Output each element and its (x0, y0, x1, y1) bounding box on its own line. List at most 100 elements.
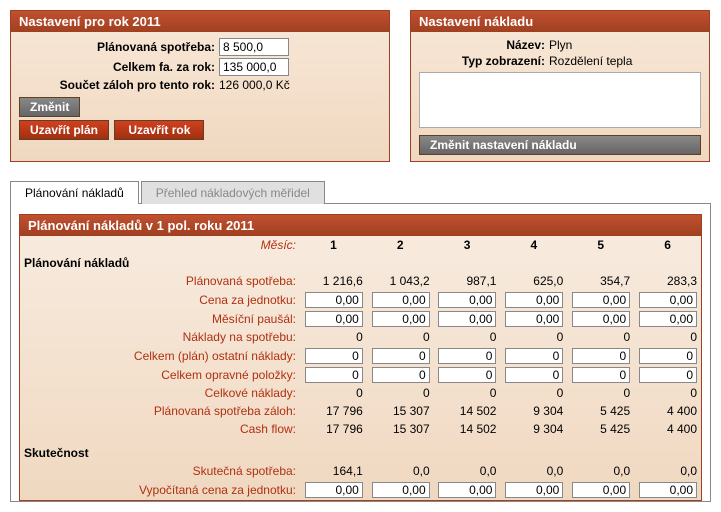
unit-price-label: Cena za jednotku: (20, 290, 300, 309)
cost-on-consumption-label: Náklady na spotřebu: (20, 328, 300, 346)
monthly-fee-input-6[interactable] (639, 311, 697, 327)
total-costs-value-5: 0 (567, 384, 634, 402)
monthly-fee-input-3[interactable] (438, 311, 496, 327)
monthly-fee-input-4[interactable] (505, 311, 563, 327)
planned-consumption-value-5: 354,7 (567, 272, 634, 290)
monthly-fee-input-5[interactable] (572, 311, 630, 327)
deposits-sum-value: 126 000,0 Kč (219, 78, 381, 92)
cost-name-label: Název: (419, 38, 549, 52)
display-type-value: Rozdělení tepla (549, 54, 701, 68)
unit-price-input-4[interactable] (505, 292, 563, 308)
cost-on-consumption-value-4: 0 (500, 328, 567, 346)
cash-flow-label: Cash flow: (20, 420, 300, 438)
planning-grid-panel: Plánování nákladů v 1 pol. roku 2011 Měs… (19, 214, 702, 501)
unit-price-input-1[interactable] (305, 292, 363, 308)
cost-on-consumption-value-1: 0 (300, 328, 367, 346)
total-costs-value-3: 0 (434, 384, 501, 402)
main-content: Plánování nákladů v 1 pol. roku 2011 Měs… (10, 204, 711, 502)
unit-price-input-3[interactable] (438, 292, 496, 308)
other-costs-input-3[interactable] (438, 348, 496, 364)
monthly-fee-input-2[interactable] (372, 311, 430, 327)
corrections-input-3[interactable] (438, 367, 496, 383)
corrections-input-2[interactable] (372, 367, 430, 383)
actual-consumption-value-6: 0,0 (634, 462, 701, 480)
total-costs-value-2: 0 (367, 384, 434, 402)
planning-grid-title: Plánování nákladů v 1 pol. roku 2011 (20, 215, 701, 236)
cash-flow-value-1: 17 796 (300, 420, 367, 438)
change-button[interactable]: Změnit (19, 97, 80, 117)
month-header-1: 1 (300, 236, 367, 254)
cost-settings-title: Nastavení nákladu (411, 11, 709, 32)
calc-unit-price-input-3[interactable] (438, 482, 496, 498)
cost-description-box[interactable] (419, 72, 701, 128)
month-label: Měsíc: (20, 236, 300, 254)
total-costs-value-4: 0 (500, 384, 567, 402)
unit-price-input-5[interactable] (572, 292, 630, 308)
month-header-4: 4 (500, 236, 567, 254)
calc-unit-price-label: Vypočítaná cena za jednotku: (20, 480, 300, 499)
planned-consumption-label: Plánovaná spotřeba: (20, 272, 300, 290)
planned-consumption-value-2: 1 043,2 (367, 272, 434, 290)
planned-consumption-input[interactable] (219, 38, 289, 56)
month-header-6: 6 (634, 236, 701, 254)
total-costs-value-6: 0 (634, 384, 701, 402)
calc-unit-price-input-6[interactable] (639, 482, 697, 498)
cost-on-consumption-value-5: 0 (567, 328, 634, 346)
planned-deposits-value-3: 14 502 (434, 402, 501, 420)
tab-meters[interactable]: Přehled nákladových měřidel (141, 181, 325, 204)
total-costs-value-1: 0 (300, 384, 367, 402)
corrections-input-4[interactable] (505, 367, 563, 383)
planned-consumption-label: Plánovaná spotřeba: (19, 40, 219, 54)
other-costs-input-1[interactable] (305, 348, 363, 364)
planned-deposits-value-4: 9 304 (500, 402, 567, 420)
cost-on-consumption-value-3: 0 (434, 328, 501, 346)
cash-flow-value-3: 14 502 (434, 420, 501, 438)
planned-consumption-value-6: 283,3 (634, 272, 701, 290)
monthly-fee-input-1[interactable] (305, 311, 363, 327)
planned-consumption-value-3: 987,1 (434, 272, 501, 290)
planned-consumption-value-4: 625,0 (500, 272, 567, 290)
corrections-input-5[interactable] (572, 367, 630, 383)
actual-consumption-value-1: 164,1 (300, 462, 367, 480)
change-cost-settings-button[interactable]: Změnit nastavení nákladu (419, 135, 701, 155)
corrections-input-6[interactable] (639, 367, 697, 383)
close-year-button[interactable]: Uzavřít rok (114, 120, 204, 140)
calc-unit-price-input-1[interactable] (305, 482, 363, 498)
actual-consumption-value-3: 0,0 (434, 462, 501, 480)
cost-name-value: Plyn (549, 38, 701, 52)
planned-consumption-value-1: 1 216,6 (300, 272, 367, 290)
calc-unit-price-input-2[interactable] (372, 482, 430, 498)
calc-unit-price-input-5[interactable] (572, 482, 630, 498)
cost-on-consumption-value-2: 0 (367, 328, 434, 346)
total-fa-input[interactable] (219, 58, 289, 76)
other-costs-input-2[interactable] (372, 348, 430, 364)
section-actual-header: Skutečnost (20, 444, 701, 462)
cash-flow-value-5: 5 425 (567, 420, 634, 438)
unit-price-input-2[interactable] (372, 292, 430, 308)
month-header-5: 5 (567, 236, 634, 254)
actual-consumption-label: Skutečná spotřeba: (20, 462, 300, 480)
other-costs-input-5[interactable] (572, 348, 630, 364)
cash-flow-value-2: 15 307 (367, 420, 434, 438)
unit-price-input-6[interactable] (639, 292, 697, 308)
cost-settings-panel: Nastavení nákladu Název: Plyn Typ zobraz… (410, 10, 710, 162)
close-plan-button[interactable]: Uzavřít plán (19, 120, 109, 140)
tab-planning[interactable]: Plánování nákladů (10, 181, 139, 204)
corrections-input-1[interactable] (305, 367, 363, 383)
planned-deposits-value-1: 17 796 (300, 402, 367, 420)
actual-consumption-value-5: 0,0 (567, 462, 634, 480)
month-header-3: 3 (434, 236, 501, 254)
planned-deposits-value-2: 15 307 (367, 402, 434, 420)
calc-unit-price-input-4[interactable] (505, 482, 563, 498)
monthly-fee-label: Měsíční paušál: (20, 309, 300, 328)
year-settings-panel: Nastavení pro rok 2011 Plánovaná spotřeb… (10, 10, 390, 162)
planned-deposits-label: Plánovaná spotřeba záloh: (20, 402, 300, 420)
other-costs-input-4[interactable] (505, 348, 563, 364)
other-costs-input-6[interactable] (639, 348, 697, 364)
cost-on-consumption-value-6: 0 (634, 328, 701, 346)
section-plan-header: Plánování nákladů (20, 254, 701, 272)
tab-bar: Plánování nákladů Přehled nákladových mě… (10, 180, 711, 204)
actual-consumption-value-2: 0,0 (367, 462, 434, 480)
cash-flow-value-6: 4 400 (634, 420, 701, 438)
deposits-sum-label: Součet záloh pro tento rok: (19, 78, 219, 92)
